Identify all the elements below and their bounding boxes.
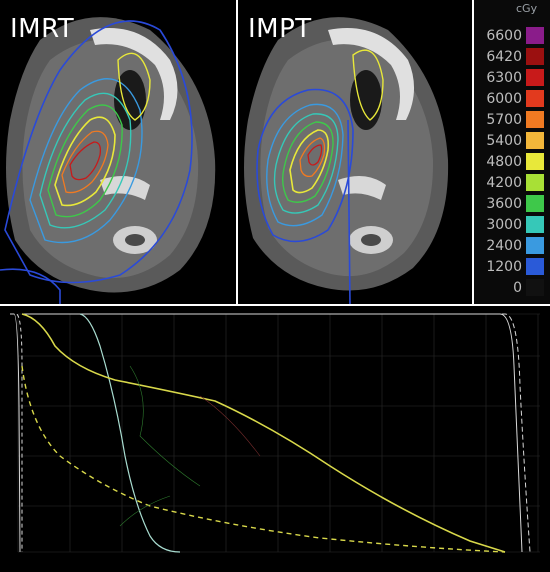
imrt-title: IMRT [10, 14, 75, 44]
legend-row: 1200 [474, 257, 550, 276]
legend-level-label: 5700 [486, 112, 522, 128]
legend-color-swatch [526, 258, 544, 275]
legend-level-label: 3600 [486, 196, 522, 212]
legend-color-swatch [526, 195, 544, 212]
legend-row: 4800 [474, 152, 550, 171]
legend-row: 2400 [474, 236, 550, 255]
dvh-plot-area [0, 306, 550, 572]
legend-color-swatch [526, 279, 544, 296]
legend-level-label: 1200 [486, 259, 522, 275]
legend-level-label: 4800 [486, 154, 522, 170]
legend-row: 4200 [474, 173, 550, 192]
legend-row: 0 [474, 278, 550, 297]
legend-level-label: 0 [513, 280, 522, 296]
legend-level-label: 6300 [486, 70, 522, 86]
legend-unit: cGy [516, 2, 538, 15]
legend-color-swatch [526, 69, 544, 86]
legend-color-swatch [526, 111, 544, 128]
legend-color-swatch [526, 174, 544, 191]
impt-dose-panel: IMPT [238, 0, 472, 304]
impt-ct-image [238, 0, 472, 304]
impt-title: IMPT [248, 14, 312, 44]
legend-level-label: 6000 [486, 91, 522, 107]
legend-color-swatch [526, 237, 544, 254]
legend-color-swatch [526, 132, 544, 149]
legend-row: 5700 [474, 110, 550, 129]
imrt-ct-image [0, 0, 236, 304]
legend-row: 3000 [474, 215, 550, 234]
imrt-dose-panel: IMRT [0, 0, 236, 304]
legend-row: 6420 [474, 47, 550, 66]
legend-row: 6000 [474, 89, 550, 108]
legend-color-swatch [526, 27, 544, 44]
legend-row: 6300 [474, 68, 550, 87]
legend-row: 5400 [474, 131, 550, 150]
legend-color-swatch [526, 216, 544, 233]
dvh-plot [0, 306, 550, 572]
legend-level-label: 6420 [486, 49, 522, 65]
legend-row: 6600 [474, 26, 550, 45]
legend-color-swatch [526, 90, 544, 107]
dose-legend: cGy 6600 6420 6300 6000 5700 5400 4800 4200 3600… [474, 0, 550, 304]
legend-level-label: 6600 [486, 28, 522, 44]
legend-color-swatch [526, 48, 544, 65]
legend-row: 3600 [474, 194, 550, 213]
legend-level-label: 4200 [486, 175, 522, 191]
legend-level-label: 5400 [486, 133, 522, 149]
legend-color-swatch [526, 153, 544, 170]
legend-level-label: 2400 [486, 238, 522, 254]
legend-level-label: 3000 [486, 217, 522, 233]
